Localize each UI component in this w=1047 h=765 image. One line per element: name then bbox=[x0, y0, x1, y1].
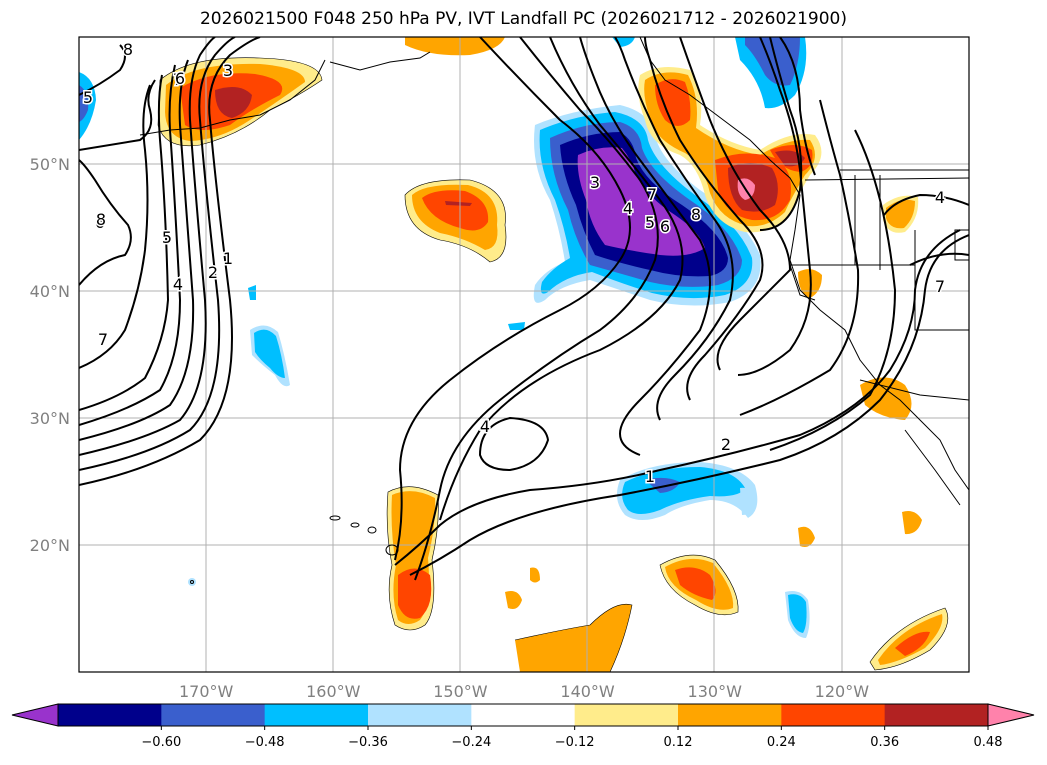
pv-contour-label: 2 bbox=[208, 263, 218, 282]
colorbar-swatch bbox=[781, 704, 886, 726]
colorbar-swatch bbox=[574, 704, 679, 726]
negative-anomaly bbox=[612, 37, 635, 47]
colorbar: −0.60 −0.48 −0.36 −0.24 −0.12 0.12 0.24 0.36 0.4… bbox=[11, 703, 1035, 750]
colorbar-tick-label: 0.12 bbox=[664, 735, 693, 750]
negative-anomaly bbox=[248, 285, 256, 300]
positive-anomaly bbox=[505, 591, 522, 609]
lat-label: 30°N bbox=[30, 409, 70, 428]
positive-anomaly bbox=[422, 190, 489, 231]
lat-label: 20°N bbox=[30, 536, 70, 555]
lon-label: 120°W bbox=[815, 682, 870, 701]
negative-anomaly bbox=[788, 594, 807, 633]
pv-contour-label: 6 bbox=[95, 213, 105, 232]
positive-anomaly bbox=[798, 526, 815, 547]
negative-anomaly bbox=[740, 487, 755, 515]
positive-anomaly bbox=[530, 567, 540, 583]
colorbar-swatch bbox=[161, 704, 266, 726]
pv-contours bbox=[79, 37, 969, 581]
pv-contour-label: 2 bbox=[721, 435, 731, 454]
positive-anomaly bbox=[215, 86, 252, 118]
pv-contour-label: 1 bbox=[645, 467, 655, 486]
pv-contour-label: 8 bbox=[123, 40, 133, 59]
pv-contour-label: 4 bbox=[623, 199, 633, 218]
negative-anomaly bbox=[645, 477, 680, 493]
lat-axis-labels: 50°N 40°N 30°N 20°N bbox=[30, 155, 70, 555]
negative-anomaly bbox=[188, 578, 196, 586]
map-frame bbox=[78, 36, 970, 673]
colorbar-swatch bbox=[678, 704, 782, 726]
lon-label: 130°W bbox=[688, 682, 743, 701]
colorbar-tick-label: 0.24 bbox=[767, 735, 796, 750]
pc-shading bbox=[79, 37, 948, 672]
pv-contour-label: 4 bbox=[480, 417, 490, 436]
positive-anomaly bbox=[398, 568, 432, 619]
pv-contour-label: 5 bbox=[645, 213, 655, 232]
pv-contour-label: 5 bbox=[162, 228, 172, 247]
colorbar-swatch bbox=[368, 704, 472, 726]
negative-anomaly bbox=[254, 329, 285, 378]
colorbar-tick-label: −0.24 bbox=[451, 735, 491, 750]
colorbar-swatch bbox=[471, 704, 576, 726]
lon-label: 160°W bbox=[306, 682, 361, 701]
lon-axis-labels: 170°W 160°W 150°W 140°W 130°W 120°W bbox=[179, 682, 869, 701]
positive-anomaly bbox=[895, 631, 930, 656]
colorbar-tick-label: 0.48 bbox=[974, 735, 1003, 750]
pv-contour-label: 3 bbox=[223, 61, 233, 80]
colorbar-swatch bbox=[58, 704, 162, 726]
pv-contour-label: 7 bbox=[173, 70, 183, 89]
colorbar-tick-label: 0.36 bbox=[870, 735, 899, 750]
lat-label: 50°N bbox=[30, 155, 70, 174]
colorbar-tick-label: −0.36 bbox=[348, 735, 388, 750]
positive-anomaly bbox=[405, 37, 505, 56]
pv-contour-label: 5 bbox=[83, 88, 93, 107]
colorbar-tick-label: −0.60 bbox=[141, 735, 181, 750]
pv-contour-label: 7 bbox=[647, 185, 657, 204]
pc-outlines bbox=[157, 57, 949, 672]
positive-anomaly bbox=[515, 604, 632, 672]
coastlines bbox=[139, 37, 969, 506]
lon-label: 150°W bbox=[433, 682, 488, 701]
islands bbox=[190, 515, 399, 584]
pv-contour-label: 4 bbox=[173, 275, 183, 294]
colorbar-extend-max bbox=[987, 703, 1035, 727]
pv-contour-label: 1 bbox=[223, 249, 233, 268]
pv-contour-label: 7 bbox=[935, 277, 945, 296]
colorbar-swatch bbox=[264, 704, 369, 726]
positive-anomaly bbox=[902, 511, 922, 535]
pv-contour-label: 8 bbox=[96, 210, 106, 229]
negative-anomaly bbox=[508, 322, 525, 330]
lon-label: 170°W bbox=[179, 682, 234, 701]
colorbar-extend-min bbox=[11, 703, 59, 727]
pv-contour-label: 3 bbox=[590, 173, 600, 192]
colorbar-swatch bbox=[884, 704, 989, 726]
colorbar-tick-label: −0.48 bbox=[245, 735, 285, 750]
positive-anomaly bbox=[655, 79, 691, 126]
positive-anomaly bbox=[860, 377, 912, 420]
positive-anomaly bbox=[445, 201, 472, 206]
lat-label: 40°N bbox=[30, 282, 70, 301]
colorbar-frame bbox=[57, 703, 989, 727]
pv-contour-label: 6 bbox=[660, 217, 670, 236]
negative-anomaly bbox=[577, 147, 705, 256]
pv-contour-label: 7 bbox=[98, 330, 108, 349]
pv-contour-label: 6 bbox=[175, 69, 185, 88]
pv-contour-label: 4 bbox=[935, 188, 945, 207]
pv-contour-label: 8 bbox=[691, 205, 701, 224]
lon-label: 140°W bbox=[560, 682, 615, 701]
map-title: 2026021500 F048 250 hPa PV, IVT Landfall… bbox=[199, 9, 847, 29]
positive-anomaly bbox=[675, 567, 716, 600]
colorbar-tick-label: −0.12 bbox=[555, 735, 595, 750]
